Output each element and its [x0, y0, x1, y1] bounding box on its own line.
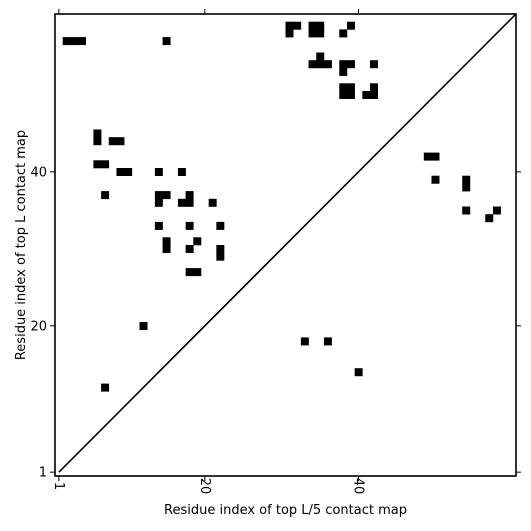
contact-cell-top-l: [116, 137, 125, 146]
contact-cell-top-l: [346, 91, 355, 99]
contact-cell-top-l5: [354, 368, 363, 377]
y-tick-label: 20: [30, 319, 47, 334]
contact-cell-top-l: [185, 191, 194, 200]
contact-cell-top-l: [346, 60, 355, 69]
contact-cell-top-l: [93, 160, 102, 169]
contact-cell-top-l: [108, 137, 117, 146]
contact-cell-top-l5: [323, 337, 332, 346]
contact-cell-top-l: [93, 129, 102, 138]
contact-cell-top-l: [162, 237, 171, 246]
contact-cell-top-l: [285, 21, 294, 30]
contact-cell-top-l: [308, 60, 317, 69]
contact-cell-top-l: [370, 60, 378, 69]
contact-cell-top-l: [316, 52, 325, 61]
contact-cells: [62, 21, 501, 392]
x-tick-label: 40: [350, 478, 365, 495]
contact-cell-top-l: [431, 152, 440, 161]
contact-cell-top-l: [78, 37, 87, 46]
contact-cell-top-l: [316, 21, 325, 30]
contact-cell-top-l: [362, 91, 371, 99]
contact-cell-top-l: [154, 191, 163, 200]
contact-cell-top-l: [346, 83, 355, 92]
contact-cell-top-l: [185, 198, 194, 207]
contact-cell-top-l: [339, 67, 348, 76]
contact-cell-top-l: [216, 221, 225, 230]
contact-cell-top-l: [370, 83, 378, 92]
axis-ticks: 1 20 40 1 20 40: [30, 9, 521, 494]
contact-cell-top-l: [423, 152, 432, 161]
contact-cell-top-l: [316, 60, 325, 69]
contact-cell-top-l: [462, 183, 471, 192]
contact-cell-top-l: [124, 168, 133, 176]
contact-cell-top-l: [216, 245, 225, 253]
contact-cell-top-l: [308, 29, 317, 38]
plot-frame: [54, 13, 517, 477]
y-tick-label: 1: [39, 466, 47, 481]
contact-cell-top-l: [177, 198, 186, 207]
contact-cell-top-l: [193, 237, 202, 246]
contact-cell-top-l: [62, 37, 71, 46]
x-tick-label: 20: [197, 478, 212, 495]
contact-cell-top-l: [154, 168, 163, 176]
contact-cell-top-l: [162, 245, 171, 253]
contact-cell-top-l: [339, 29, 348, 38]
contact-cell-top-l: [162, 37, 171, 46]
contact-cell-top-l: [101, 191, 110, 200]
contact-cell-top-l: [177, 168, 186, 176]
contact-cell-top-l: [139, 322, 148, 330]
contact-cell-top-l: [193, 268, 202, 277]
contact-cell-top-l: [346, 21, 355, 30]
contact-cell-top-l: [308, 21, 317, 30]
contact-cell-top-l: [323, 60, 332, 69]
contact-cell-top-l: [316, 29, 325, 38]
contact-cell-top-l: [370, 91, 378, 99]
contact-cell-top-l: [70, 37, 79, 46]
contact-cell-top-l: [116, 168, 125, 176]
contact-cell-top-l: [154, 221, 163, 230]
y-axis-label: Residue index of top L contact map: [14, 130, 29, 360]
contact-cell-top-l: [185, 268, 194, 277]
x-tick-label: 1: [51, 482, 66, 490]
contact-cell-top-l: [339, 83, 348, 92]
contact-cell-top-l5: [300, 337, 309, 346]
contact-cell-top-l: [339, 60, 348, 69]
contact-cell-top-l: [216, 252, 225, 261]
contact-cell-top-l: [462, 206, 471, 215]
contact-cell-top-l: [185, 245, 194, 253]
contact-cell-top-l: [154, 198, 163, 207]
x-axis-label: Residue index of top L/5 contact map: [164, 503, 407, 518]
contact-cell-top-l: [485, 214, 494, 223]
contact-cell-top-l: [101, 383, 110, 392]
contact-cell-top-l: [93, 137, 102, 146]
contact-cell-top-l: [285, 29, 294, 38]
contact-cell-top-l: [162, 191, 171, 200]
diagonal-line: [58, 13, 517, 473]
contact-cell-top-l: [431, 175, 440, 184]
y-tick-label: 40: [30, 165, 47, 180]
contact-cell-top-l: [208, 198, 217, 207]
contact-cell-top-l: [293, 21, 302, 30]
contact-cell-top-l: [462, 175, 471, 184]
contact-cell-top-l: [339, 91, 348, 99]
contact-cell-top-l: [185, 221, 194, 230]
contact-cell-top-l: [101, 160, 110, 169]
contact-cell-top-l: [492, 206, 501, 215]
